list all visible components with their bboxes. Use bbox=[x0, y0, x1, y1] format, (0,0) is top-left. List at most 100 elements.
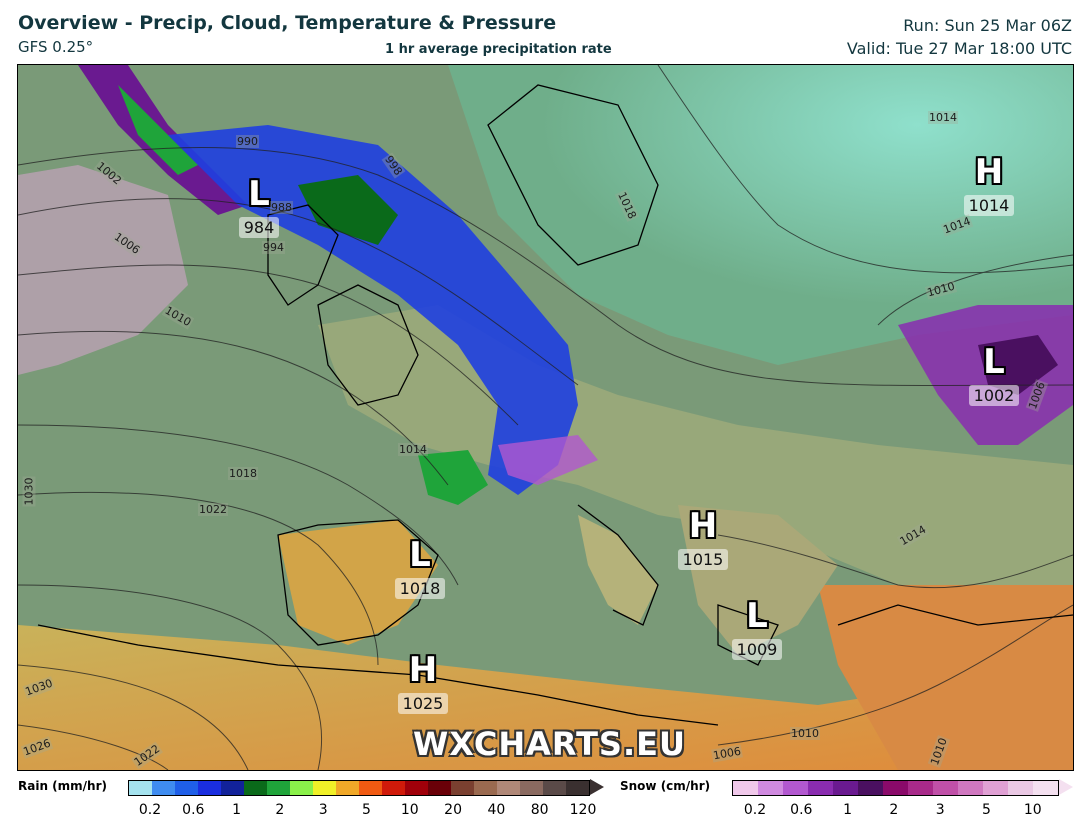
colorbar-swatch bbox=[152, 781, 175, 795]
snow-colorbar-arrow-icon bbox=[1059, 779, 1073, 795]
pressure-center-symbol: H bbox=[688, 506, 718, 546]
land-iberia bbox=[278, 520, 438, 645]
pressure-center-value: 984 bbox=[238, 217, 280, 238]
snow-legend-title: Snow (cm/hr) bbox=[620, 779, 711, 793]
rain-colorbar-arrow-icon bbox=[590, 779, 604, 795]
land-middle-east bbox=[818, 585, 1073, 770]
pressure-center-value: 1002 bbox=[968, 385, 1020, 406]
colorbar-tick-label: 3 bbox=[318, 802, 328, 818]
colorbar-swatch bbox=[520, 781, 543, 795]
pressure-center-symbol: H bbox=[408, 650, 438, 690]
pressure-center-value: 1025 bbox=[397, 693, 449, 714]
colorbar-swatch bbox=[733, 781, 758, 795]
pressure-center-low: L 1009 bbox=[722, 599, 792, 660]
pressure-center-symbol: L bbox=[248, 174, 270, 214]
land-italy bbox=[578, 515, 658, 625]
colorbar-swatch bbox=[883, 781, 908, 795]
isobar-label: 1018 bbox=[228, 467, 258, 480]
colorbar-swatch bbox=[290, 781, 313, 795]
colorbar-swatch bbox=[428, 781, 451, 795]
pressure-center-symbol: H bbox=[974, 152, 1004, 192]
rain-colorbar bbox=[128, 780, 590, 796]
colorbar-tick-label: 120 bbox=[569, 802, 597, 818]
colorbar-tick-label: 40 bbox=[487, 802, 506, 818]
pressure-center-high: H 1014 bbox=[954, 155, 1024, 216]
pressure-center-high: H 1025 bbox=[388, 653, 458, 714]
colorbar-tick-label: 0.6 bbox=[790, 802, 813, 818]
chart-title: Overview - Precip, Cloud, Temperature & … bbox=[18, 12, 557, 34]
precip-core-atlantic bbox=[118, 85, 198, 175]
isobar-label: 994 bbox=[262, 241, 285, 254]
colorbar-tick-label: 0.2 bbox=[743, 802, 767, 818]
colorbar-tick-label: 0.6 bbox=[182, 802, 205, 818]
chart-subtitle: 1 hr average precipitation rate bbox=[385, 42, 612, 57]
colorbar-swatch bbox=[382, 781, 405, 795]
snow-core-east bbox=[978, 335, 1058, 395]
colorbar-tick-label: 2 bbox=[275, 802, 285, 818]
pressure-center-value: 1014 bbox=[963, 195, 1015, 216]
isobar-label: 1014 bbox=[398, 443, 428, 456]
colorbar-tick-label: 10 bbox=[400, 802, 419, 818]
isobars bbox=[18, 65, 1073, 770]
pressure-center-low: L 1018 bbox=[385, 538, 455, 599]
colorbar-swatch bbox=[808, 781, 833, 795]
pressure-center-symbol: L bbox=[983, 342, 1005, 382]
pressure-center-value: 1018 bbox=[394, 578, 446, 599]
rain-legend-title: Rain (mm/hr) bbox=[18, 779, 107, 793]
valid-time: Valid: Tue 27 Mar 18:00 UTC bbox=[846, 39, 1072, 58]
coastlines bbox=[37, 84, 1073, 726]
colorbar-swatch bbox=[566, 781, 589, 795]
colorbar-tick-label: 80 bbox=[530, 802, 549, 818]
isobar-label: 990 bbox=[236, 135, 259, 148]
pressure-center-low: L 1002 bbox=[959, 345, 1029, 406]
colorbar-tick-label: 0.2 bbox=[138, 802, 162, 818]
isobar-label: 1030 bbox=[22, 476, 36, 507]
colorbar-swatch bbox=[497, 781, 520, 795]
isobar-label: 1022 bbox=[198, 503, 228, 516]
isobar-label: 988 bbox=[270, 201, 293, 214]
colorbar-tick-label: 5 bbox=[362, 802, 371, 818]
precip-core-scotland bbox=[298, 175, 398, 245]
colorbar-swatch bbox=[129, 781, 152, 795]
colorbar-swatch bbox=[543, 781, 566, 795]
pressure-center-symbol: L bbox=[409, 535, 431, 575]
isobar-label: 1014 bbox=[928, 111, 958, 124]
colorbar-swatch bbox=[858, 781, 883, 795]
colorbar-swatch bbox=[758, 781, 783, 795]
colorbar-swatch bbox=[1033, 781, 1058, 795]
pressure-center-value: 1009 bbox=[731, 639, 783, 660]
colorbar-swatch bbox=[908, 781, 933, 795]
colorbar-swatch bbox=[933, 781, 958, 795]
colorbar-swatch bbox=[833, 781, 858, 795]
colorbar-swatch bbox=[474, 781, 497, 795]
pressure-center-symbol: L bbox=[746, 596, 768, 636]
colorbar-swatch bbox=[359, 781, 382, 795]
weather-map[interactable]: L 984 H 1014 L 1002 H 1015 L 1018 L 1009… bbox=[17, 64, 1074, 771]
colorbar-swatch bbox=[405, 781, 428, 795]
isobar-label: 1010 bbox=[790, 727, 820, 740]
run-time: Run: Sun 25 Mar 06Z bbox=[903, 16, 1072, 35]
colorbar-tick-label: 3 bbox=[935, 802, 945, 818]
colorbar-swatch bbox=[267, 781, 290, 795]
model-label: GFS 0.25° bbox=[18, 38, 94, 56]
land-north-africa bbox=[18, 625, 1073, 770]
colorbar-tick-label: 1 bbox=[232, 802, 242, 818]
colorbar-swatch bbox=[1008, 781, 1033, 795]
colorbar-swatch bbox=[783, 781, 808, 795]
colorbar-swatch bbox=[221, 781, 244, 795]
colorbar-swatch bbox=[244, 781, 267, 795]
colorbar-swatch bbox=[958, 781, 983, 795]
map-canvas bbox=[18, 65, 1073, 770]
colorbar-swatch bbox=[313, 781, 336, 795]
colorbar-tick-label: 1 bbox=[843, 802, 853, 818]
colorbar-tick-label: 20 bbox=[444, 802, 463, 818]
colorbar-swatch bbox=[451, 781, 474, 795]
pressure-center-high: H 1015 bbox=[668, 509, 738, 570]
colorbar-tick-label: 5 bbox=[982, 802, 991, 818]
colorbar-swatch bbox=[336, 781, 359, 795]
snow-region-west bbox=[18, 165, 188, 375]
pressure-center-value: 1015 bbox=[677, 549, 729, 570]
colorbar-swatch bbox=[983, 781, 1008, 795]
colorbar-swatch bbox=[175, 781, 198, 795]
